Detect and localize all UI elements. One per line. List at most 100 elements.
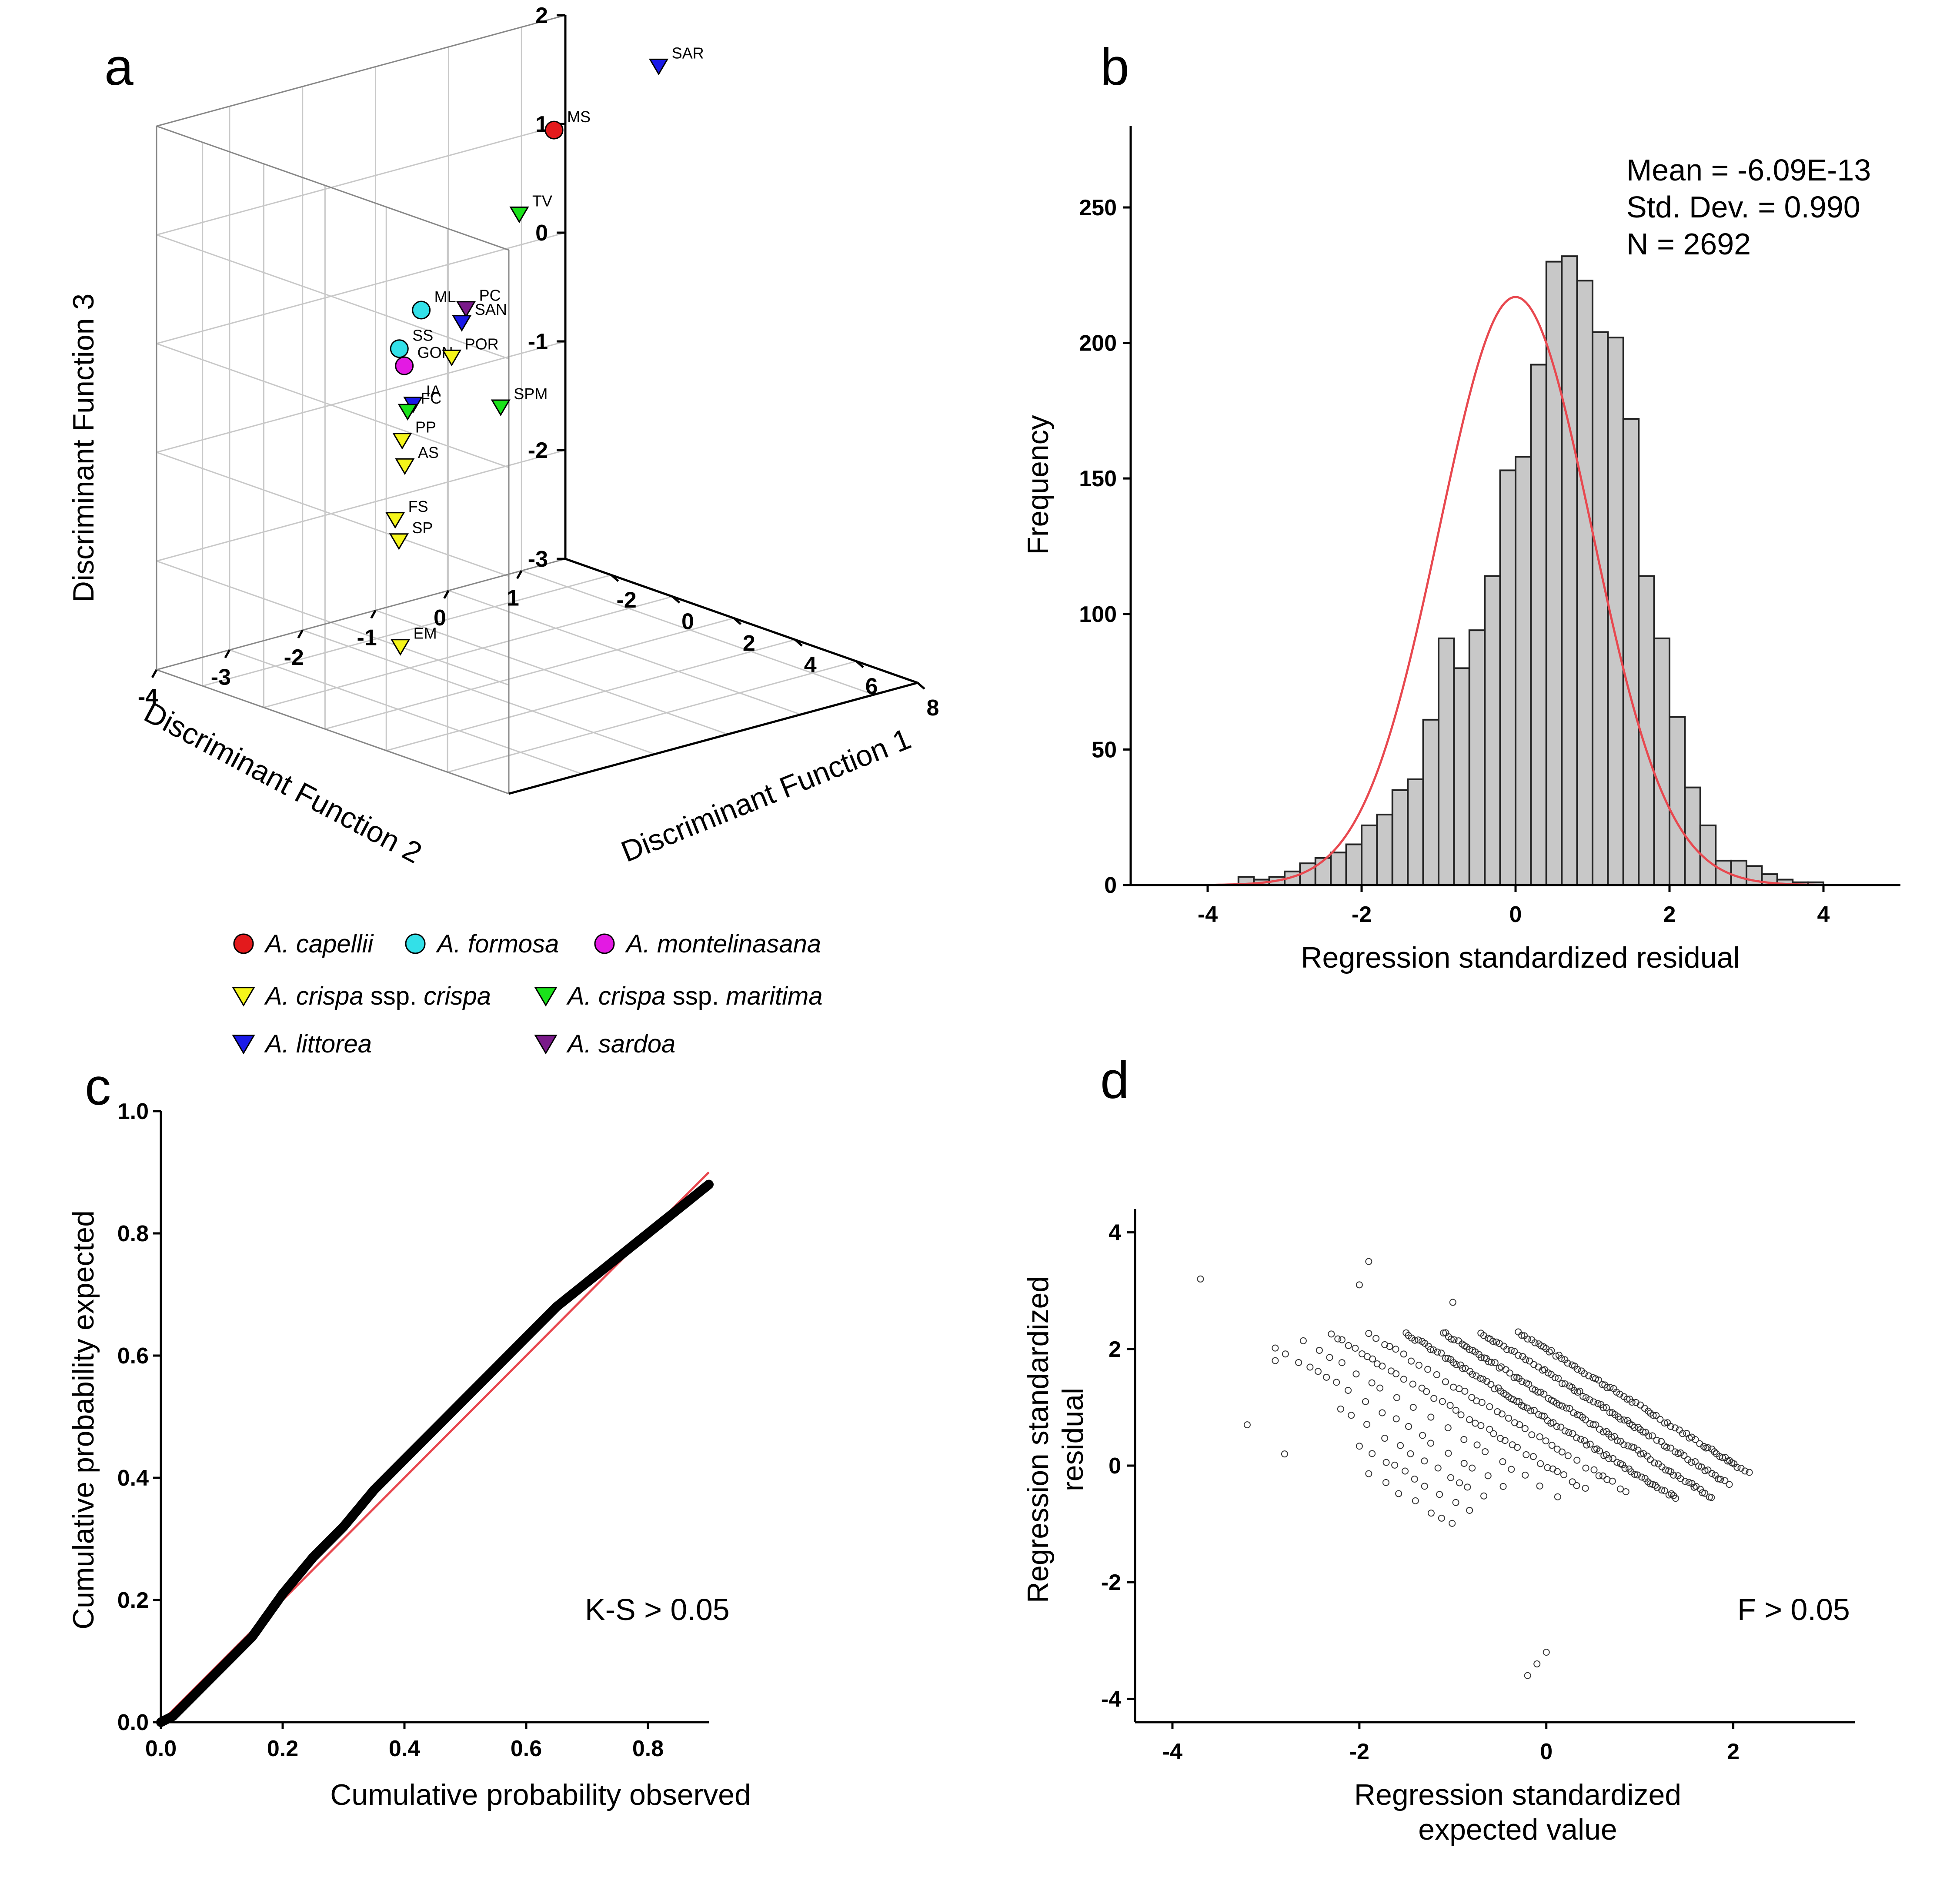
b-ylabel: Frequency [1022,415,1055,554]
d-y-tick-label: 0 [1109,1453,1121,1479]
d-point [1558,1355,1565,1362]
d-point [1477,1354,1485,1361]
d-point [1650,1412,1657,1419]
d-point [1704,1444,1712,1451]
d-point [1726,1457,1733,1464]
d-point [1513,1398,1520,1405]
c-x-tick-label: 0.4 [389,1736,420,1761]
d-point [1581,1370,1588,1377]
d-point [1561,1380,1569,1388]
legend-marker-formosa [405,933,426,954]
d-point [1663,1443,1670,1451]
d-point [1464,1483,1471,1491]
d-point [1589,1421,1597,1428]
d-point [1433,1371,1440,1378]
c-ylabel: Cumulative probability expected [67,1210,100,1630]
d-point [1667,1444,1674,1452]
d-point [1488,1359,1495,1366]
d-point [1564,1452,1572,1460]
b-bar [1453,667,1470,886]
d-point [1365,1330,1372,1337]
a-point-label: SS [412,327,433,344]
d-point [1538,1412,1546,1420]
d-point [1692,1436,1699,1443]
d-point [1508,1466,1515,1473]
a-point-label: PP [415,418,436,436]
d-point [1412,1497,1419,1504]
b-bar [1592,331,1609,886]
d-point [1708,1470,1716,1477]
c-y-tick-label: 0.6 [117,1343,149,1369]
d-point [1576,1387,1583,1395]
d-point [1478,1399,1486,1406]
d-point [1328,1330,1335,1338]
legend-marker-montelinasana [594,933,615,954]
d-point [1574,1366,1581,1373]
d-point [1334,1335,1342,1343]
d-point [1527,1407,1534,1415]
a-grid-line [202,574,612,687]
d-annotation: F > 0.05 [1737,1593,1850,1627]
a-point-PP [392,433,412,450]
d-point [1571,1387,1578,1394]
d-point [1560,1471,1568,1478]
b-bar [1438,637,1455,886]
d-point [1573,1456,1581,1464]
d-x-tick-label: -2 [1349,1739,1369,1764]
a-point-MS [544,120,564,140]
a-point-label: SAN [475,301,507,318]
d-point [1599,1472,1606,1480]
d-point [1452,1499,1459,1506]
d-point [1573,1482,1580,1489]
d-point [1631,1424,1638,1431]
d-point [1741,1467,1749,1475]
b-bar [1345,843,1363,886]
c-x-tick-label: 0.8 [632,1736,664,1761]
d-point [1515,1398,1523,1405]
d-point [1599,1381,1606,1388]
d-point [1368,1379,1376,1386]
b-y-tick-label: 100 [1079,602,1117,627]
d-point [1514,1352,1522,1359]
d-point [1400,1350,1407,1358]
d-point [1631,1470,1638,1478]
a-box-edge [156,558,566,671]
b-bar [1391,789,1409,886]
d-point [1352,1370,1360,1378]
d-point [1440,1329,1447,1337]
d-point [1197,1275,1204,1283]
d-point [1295,1359,1302,1366]
d-point [1590,1398,1597,1406]
d-point [1473,1441,1481,1449]
b-bar [1376,813,1393,886]
legend-marker-maritima [534,987,558,1007]
d-point [1569,1478,1576,1486]
a-point-FS [385,512,405,529]
d-point [1603,1384,1611,1391]
d-point [1536,1482,1543,1490]
d-point [1701,1490,1709,1497]
a-point-label: MS [567,108,591,126]
a-y-tick [443,590,450,599]
a-point-label: TV [532,192,552,210]
d-point [1469,1464,1476,1472]
a-box-edge [156,669,509,795]
d-point [1614,1413,1622,1420]
d-y-tick-label: -2 [1101,1570,1121,1595]
legend-marker-sardoa [534,1035,558,1055]
b-stat-mean: Mean = -6.09E-13 [1626,153,1871,187]
c-x-tick-label: 0.6 [511,1736,542,1761]
d-point [1528,1431,1536,1439]
d-point [1555,1375,1562,1382]
a-point-label: PC [479,287,501,304]
d-point [1469,1371,1476,1378]
c-xlabel: Cumulative probability observed [330,1778,751,1811]
d-point [1577,1436,1585,1443]
d-point [1661,1420,1668,1427]
b-bar [1468,629,1486,886]
d-point [1553,1423,1560,1430]
d-point [1563,1404,1570,1412]
c-observed-line [156,1179,714,1727]
d-point [1561,1427,1569,1435]
